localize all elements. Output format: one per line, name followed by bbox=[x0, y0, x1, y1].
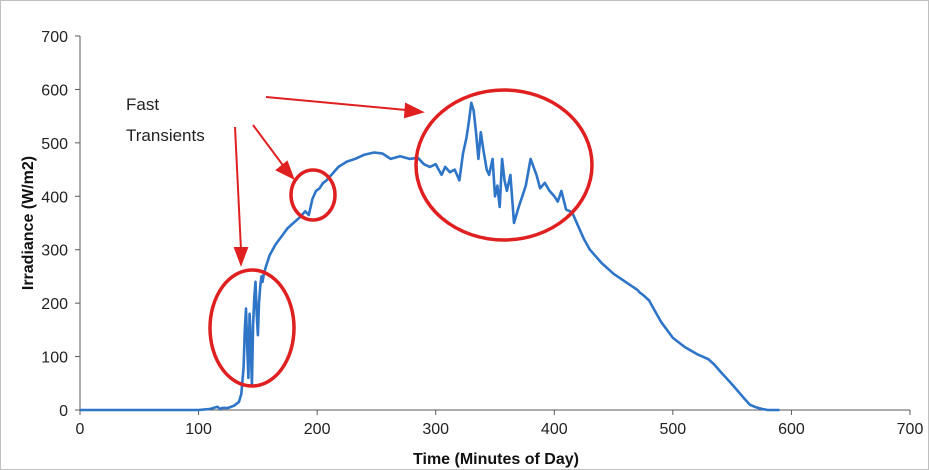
y-tick-label: 500 bbox=[41, 136, 68, 153]
annotation-label-line2: Transients bbox=[126, 126, 205, 145]
y-axis-ticks: 0 100 200 300 400 500 600 700 bbox=[41, 29, 80, 420]
irradiance-series-line bbox=[80, 101, 780, 412]
x-tick-label: 300 bbox=[422, 421, 449, 438]
y-tick-label: 600 bbox=[41, 82, 68, 99]
annotations: Fast Transients bbox=[126, 88, 594, 388]
x-axis-title: Time (Minutes of Day) bbox=[413, 451, 579, 468]
annotation-arrows bbox=[233, 96, 425, 267]
annotation-arrow-right-line bbox=[265, 96, 407, 111]
annotation-circle-middle bbox=[289, 168, 337, 222]
annotation-arrow-middle-line bbox=[252, 124, 286, 169]
annotation-arrow-left-line bbox=[234, 126, 242, 251]
annotation-label-line1: Fast bbox=[126, 95, 159, 114]
y-tick-label: 700 bbox=[41, 29, 68, 46]
y-tick-label: 200 bbox=[41, 296, 68, 313]
annotation-circle-left bbox=[208, 268, 296, 388]
x-axis-ticks: 0 100 200 300 400 500 600 700 bbox=[76, 410, 924, 438]
x-tick-label: 100 bbox=[185, 421, 212, 438]
x-tick-label: 700 bbox=[897, 421, 924, 438]
x-tick-label: 200 bbox=[304, 421, 331, 438]
annotation-circle-right bbox=[414, 88, 594, 242]
annotation-shapes bbox=[208, 88, 594, 388]
annotation-arrow-right-head bbox=[403, 102, 425, 119]
annotation-arrow-middle-head bbox=[275, 160, 295, 181]
x-tick-label: 600 bbox=[778, 421, 805, 438]
annotation-arrow-left-head bbox=[233, 247, 249, 267]
x-tick-label: 500 bbox=[660, 421, 687, 438]
y-tick-label: 100 bbox=[41, 350, 68, 367]
y-tick-label: 400 bbox=[41, 189, 68, 206]
x-tick-label: 0 bbox=[76, 421, 85, 438]
x-tick-label: 400 bbox=[541, 421, 568, 438]
y-tick-label: 0 bbox=[59, 403, 68, 420]
y-tick-label: 300 bbox=[41, 243, 68, 260]
y-axis-title: Irradiance (W/m2) bbox=[20, 156, 37, 290]
